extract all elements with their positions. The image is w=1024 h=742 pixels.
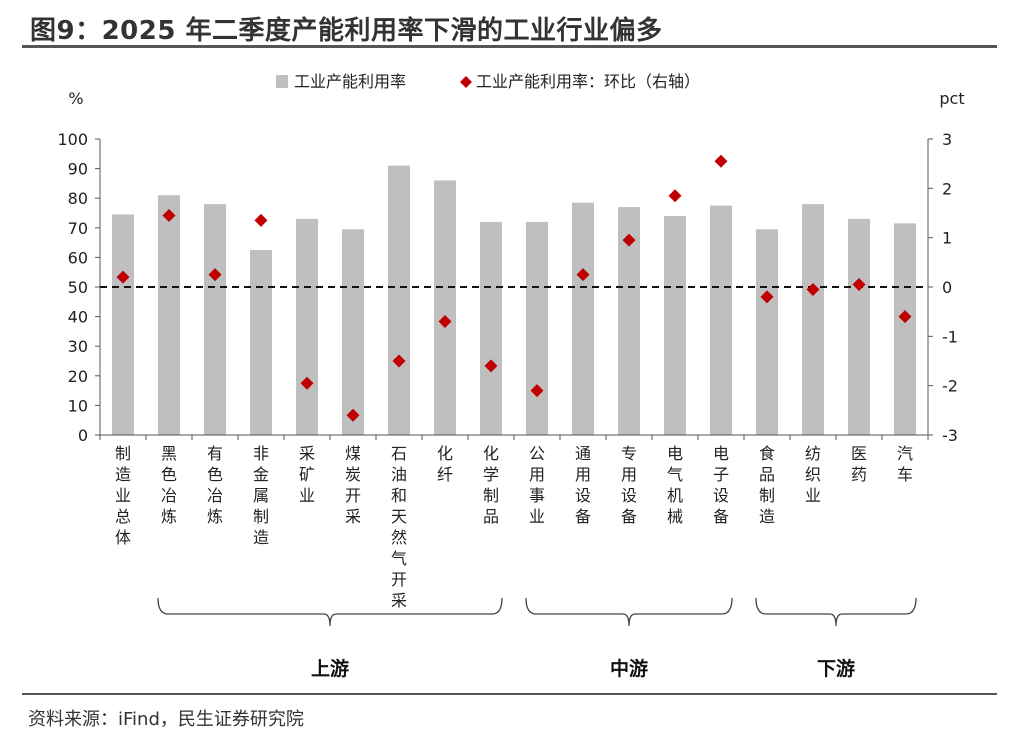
right-tick-label: 3	[942, 130, 952, 149]
bar	[158, 195, 180, 435]
right-tick-label: -1	[942, 327, 958, 346]
right-tick-label: -3	[942, 426, 958, 445]
bar	[204, 204, 226, 435]
category-label: 有色冶炼	[207, 444, 223, 526]
bar	[618, 207, 640, 435]
bar	[848, 218, 870, 435]
category-label: 食品制造	[759, 444, 775, 526]
category-label: 汽车	[897, 444, 913, 484]
category-label: 非金属制造	[253, 444, 269, 547]
diamond-marker	[438, 315, 452, 329]
diamond-marker	[898, 310, 912, 324]
category-label: 专用设备	[621, 444, 637, 526]
legend-label-bar: 工业产能利用率	[294, 72, 406, 91]
diamond-marker	[208, 268, 222, 282]
bar	[388, 165, 410, 435]
diamond-marker	[576, 268, 590, 282]
left-tick-label: 30	[68, 337, 88, 356]
right-tick-label: 2	[942, 179, 952, 198]
bar	[802, 204, 824, 435]
left-axis-unit: %	[68, 89, 83, 108]
left-tick-label: 0	[78, 426, 88, 445]
category-label: 通用设备	[575, 444, 591, 526]
diamond-marker	[714, 154, 728, 168]
group-label: 中游	[610, 657, 648, 680]
category-label: 公用事业	[529, 444, 545, 526]
group-brace	[157, 597, 503, 627]
page-title: 图9：2025 年二季度产能利用率下滑的工业行业偏多	[30, 16, 663, 46]
category-label: 制造业总体	[115, 444, 131, 547]
diamond-marker	[346, 408, 360, 422]
diamond-marker	[392, 354, 406, 368]
left-tick-label: 10	[68, 396, 88, 415]
legend-swatch-bar	[276, 75, 288, 88]
legend-swatch-diamond	[460, 76, 472, 88]
left-tick-label: 100	[57, 130, 88, 149]
category-label: 采矿业	[299, 444, 315, 505]
category-label: 电气机械	[667, 444, 683, 526]
category-label: 纺织业	[805, 444, 821, 505]
right-tick-label: -2	[942, 377, 958, 396]
bar	[894, 223, 916, 435]
footer-divider	[22, 693, 997, 695]
title-divider	[22, 45, 997, 48]
diamond-marker	[668, 189, 682, 203]
left-tick-label: 60	[68, 248, 88, 267]
category-label: 医药	[851, 444, 867, 484]
left-tick-label: 40	[68, 308, 88, 327]
right-tick-label: 1	[942, 229, 952, 248]
diamond-marker	[116, 270, 130, 284]
bar	[434, 180, 456, 435]
category-label: 煤炭开采	[345, 444, 361, 526]
category-label: 黑色冶炼	[161, 444, 177, 526]
bar	[342, 229, 364, 435]
bar	[480, 221, 502, 435]
diamond-marker	[484, 359, 498, 373]
group-label: 上游	[311, 657, 349, 680]
right-tick-label: 0	[942, 278, 952, 297]
diamond-marker	[254, 213, 268, 227]
diamond-marker	[300, 376, 314, 390]
group-brace	[755, 597, 917, 627]
diamond-marker	[162, 208, 176, 222]
left-tick-label: 70	[68, 219, 88, 238]
right-axis-unit: pct	[939, 89, 964, 108]
left-tick-label: 90	[68, 160, 88, 179]
category-label: 化学制品	[483, 444, 499, 526]
category-label: 电子设备	[713, 444, 729, 526]
bar	[710, 205, 732, 435]
source-note: 资料来源：iFind，民生证券研究院	[28, 709, 304, 730]
diamond-marker	[852, 278, 866, 292]
category-label: 石油和天然气开采	[391, 444, 407, 610]
diamond-marker	[760, 290, 774, 304]
left-tick-label: 20	[68, 367, 88, 386]
diamond-marker	[530, 384, 544, 398]
bar	[572, 202, 594, 435]
bar	[250, 250, 272, 435]
legend-label-diamond: 工业产能利用率：环比（右轴）	[476, 72, 700, 91]
diamond-marker	[806, 282, 820, 296]
group-brace	[525, 597, 733, 627]
left-tick-label: 50	[68, 278, 88, 297]
bar	[664, 215, 686, 435]
bar	[296, 218, 318, 435]
bar	[526, 221, 548, 435]
bar	[756, 229, 778, 435]
group-label: 下游	[817, 657, 855, 680]
left-tick-label: 80	[68, 189, 88, 208]
bar	[112, 214, 134, 435]
diamond-marker	[622, 233, 636, 247]
category-label: 化纤	[437, 444, 453, 484]
